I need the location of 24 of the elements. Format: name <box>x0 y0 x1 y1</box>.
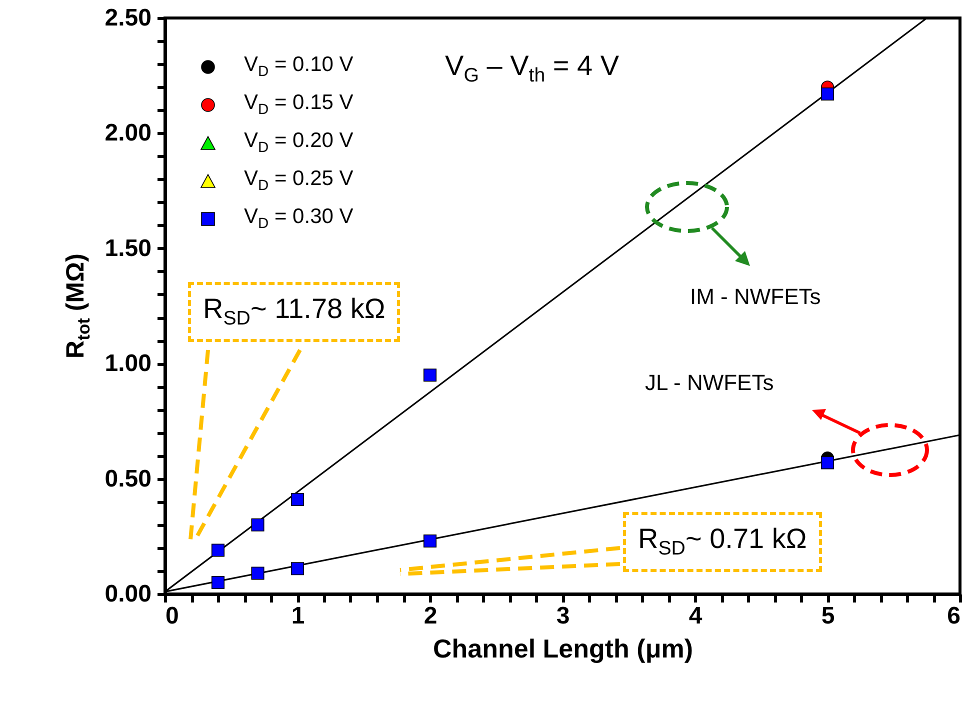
x-tick-label: 3 <box>556 602 570 630</box>
x-tick-label: 1 <box>291 602 305 630</box>
x-tick-label: 4 <box>688 602 703 630</box>
x-tick-label: 2 <box>424 602 438 630</box>
y-tick-label: 0.00 <box>104 580 152 608</box>
y-tick-label: 0.50 <box>104 465 152 492</box>
annotation: R$_{SD}$~ 0.71 kΩ <box>623 512 822 572</box>
annotation: IM - NWFETs <box>690 284 821 310</box>
legend-label: V$_{D}$ = 0.30 V <box>244 205 354 233</box>
legend-label: V$_{D}$ = 0.25 V <box>244 167 354 195</box>
x-axis-title: Channel Length (μm) <box>433 634 693 664</box>
x-tick-label: 0 <box>166 602 179 630</box>
x-tick-label: 6 <box>947 602 960 630</box>
legend-label: V$_{D}$ = 0.15 V <box>244 91 354 119</box>
x-tick-label: 5 <box>821 602 835 630</box>
legend-label: V$_{D}$ = 0.20 V <box>244 129 354 157</box>
y-tick-label: 1.00 <box>104 350 152 378</box>
y-tick-label: 2.00 <box>104 120 152 147</box>
legend-label: V$_{D}$ = 0.10 V <box>244 53 354 81</box>
annotation: R$_{SD}$~ 11.78 kΩ <box>188 282 400 342</box>
annotation: JL - NWFETs <box>645 370 774 396</box>
y-tick-label: 1.50 <box>104 234 152 262</box>
annotation: V$_{G}$ – V$_{th}$ = 4 V <box>445 50 620 88</box>
y-tick-label: 2.50 <box>104 4 152 32</box>
